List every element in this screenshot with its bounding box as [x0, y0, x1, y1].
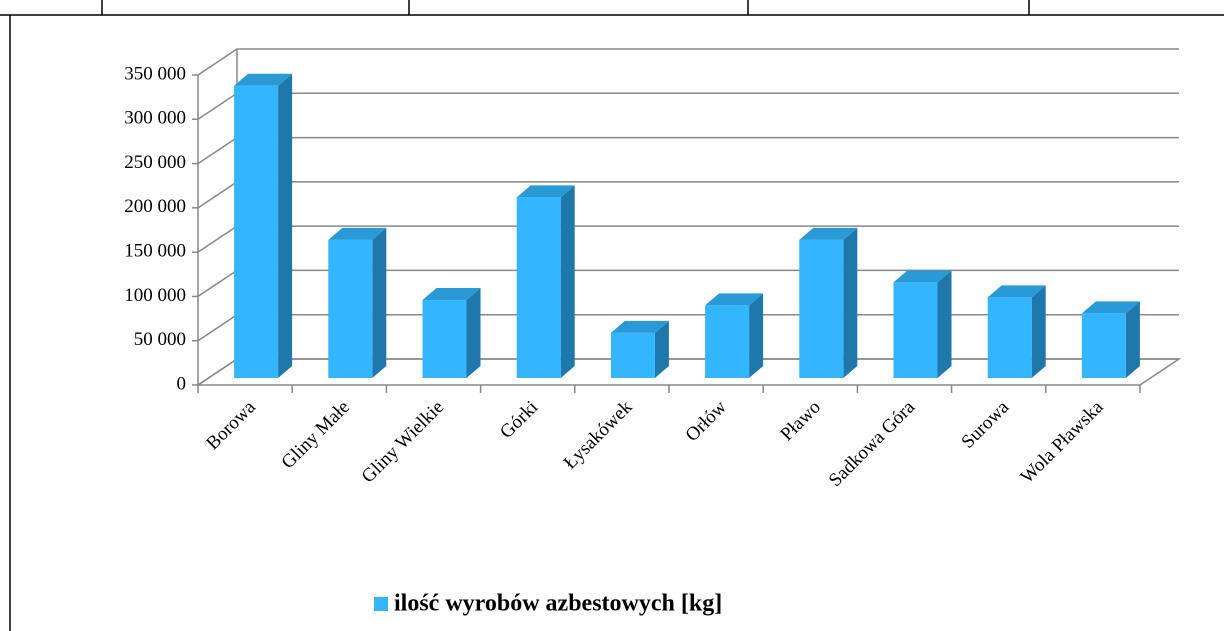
bar-top: [987, 285, 1046, 298]
x-tick-label: Gliny Wielkie: [358, 397, 449, 488]
x-tick-label: Sadkowa Góra: [825, 396, 920, 491]
bar: [893, 282, 938, 378]
bar: [705, 305, 750, 378]
x-tick-label: Górki: [496, 397, 542, 443]
x-tick-label: Łysakówek: [560, 396, 637, 473]
bar: [610, 332, 655, 378]
bar-top: [799, 227, 858, 240]
y-tick-label: 150 000: [124, 241, 186, 262]
grid-line: [197, 136, 1179, 165]
bar-side: [372, 227, 387, 378]
bar-top: [422, 288, 481, 301]
bar-top: [234, 73, 293, 86]
bar: [422, 300, 467, 378]
y-tick-label: 350 000: [124, 63, 186, 84]
bar-side: [466, 288, 481, 378]
bar-top: [516, 185, 575, 198]
bar: [516, 197, 561, 378]
legend-label: ilość wyrobów azbestowych [kg]: [394, 591, 722, 617]
y-tick-label: 100 000: [124, 285, 186, 306]
grid-line: [197, 181, 1179, 209]
bar-side: [937, 270, 952, 378]
y-tick-label: 250 000: [124, 152, 186, 173]
bar-side: [654, 320, 669, 378]
bar: [1081, 313, 1126, 378]
y-tick-label: 300 000: [124, 108, 186, 129]
bar-top: [1081, 301, 1140, 314]
bar: [987, 297, 1032, 378]
x-tick-label: Gliny Małe: [277, 397, 353, 473]
legend: ilość wyrobów azbestowych [kg]: [374, 591, 722, 617]
x-tick-label: Pławo: [776, 397, 824, 445]
legend-swatch: [374, 597, 388, 611]
bar-side: [278, 73, 293, 378]
grid-line: [197, 92, 1179, 120]
x-tick-label: Borowa: [202, 396, 260, 454]
bar-top: [610, 320, 669, 333]
bar-top: [328, 227, 387, 240]
bar-side: [843, 227, 858, 378]
bar: [234, 85, 279, 378]
bar-side: [1031, 285, 1046, 378]
x-tick-label: Surowa: [957, 396, 1013, 452]
bar-top: [705, 293, 764, 306]
x-tick-label: Wola Pławska: [1017, 396, 1108, 487]
bar: [328, 239, 373, 378]
bar-side: [1125, 301, 1140, 378]
y-tick-label: 50 000: [134, 329, 186, 350]
bar-top: [893, 270, 952, 283]
x-tick-label: Orłów: [682, 397, 731, 446]
y-tick-label: 0: [177, 373, 187, 394]
bar: [799, 239, 844, 378]
y-tick-label: 200 000: [124, 196, 186, 217]
bar-side: [560, 185, 575, 378]
grid-line: [197, 48, 1179, 76]
bar-side: [749, 293, 764, 378]
